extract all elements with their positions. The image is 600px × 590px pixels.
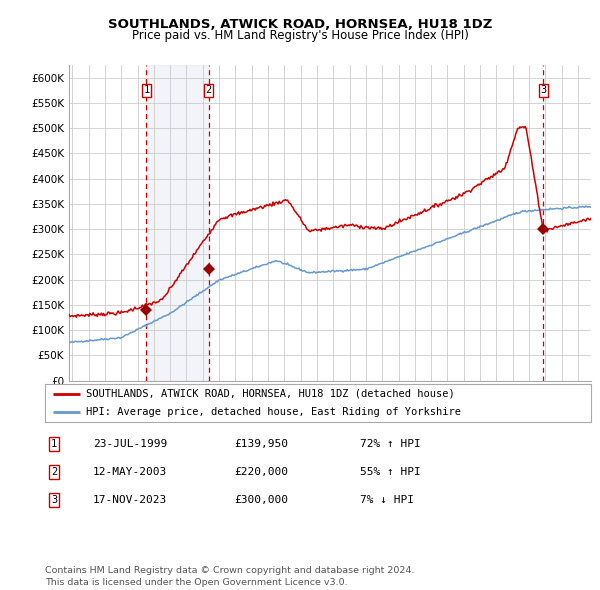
Text: Contains HM Land Registry data © Crown copyright and database right 2024.
This d: Contains HM Land Registry data © Crown c… xyxy=(45,566,415,587)
Text: 72% ↑ HPI: 72% ↑ HPI xyxy=(360,439,421,448)
Text: Price paid vs. HM Land Registry's House Price Index (HPI): Price paid vs. HM Land Registry's House … xyxy=(131,30,469,42)
Text: 17-NOV-2023: 17-NOV-2023 xyxy=(93,496,167,505)
Text: 3: 3 xyxy=(540,85,547,95)
Text: £300,000: £300,000 xyxy=(234,496,288,505)
Text: 12-MAY-2003: 12-MAY-2003 xyxy=(93,467,167,477)
Text: 1: 1 xyxy=(143,85,149,95)
Text: HPI: Average price, detached house, East Riding of Yorkshire: HPI: Average price, detached house, East… xyxy=(86,407,461,417)
Bar xyxy=(146,65,209,381)
Text: £139,950: £139,950 xyxy=(234,439,288,448)
Text: 1: 1 xyxy=(51,439,57,448)
Text: 55% ↑ HPI: 55% ↑ HPI xyxy=(360,467,421,477)
Text: SOUTHLANDS, ATWICK ROAD, HORNSEA, HU18 1DZ (detached house): SOUTHLANDS, ATWICK ROAD, HORNSEA, HU18 1… xyxy=(86,389,455,399)
Text: 2: 2 xyxy=(51,467,57,477)
Text: 7% ↓ HPI: 7% ↓ HPI xyxy=(360,496,414,505)
Text: 23-JUL-1999: 23-JUL-1999 xyxy=(93,439,167,448)
Text: £220,000: £220,000 xyxy=(234,467,288,477)
Text: 3: 3 xyxy=(51,496,57,505)
Text: 2: 2 xyxy=(206,85,212,95)
Text: SOUTHLANDS, ATWICK ROAD, HORNSEA, HU18 1DZ: SOUTHLANDS, ATWICK ROAD, HORNSEA, HU18 1… xyxy=(108,18,492,31)
